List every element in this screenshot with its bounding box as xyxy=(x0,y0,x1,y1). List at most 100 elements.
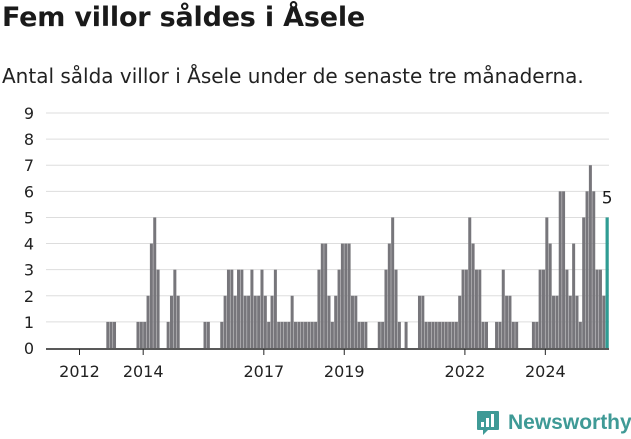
y-tick-label: 9 xyxy=(24,104,34,123)
bar xyxy=(515,321,519,348)
bar xyxy=(545,217,549,348)
bar xyxy=(340,243,344,348)
bar xyxy=(203,321,207,348)
bar xyxy=(565,269,569,348)
bar xyxy=(277,321,281,348)
y-tick-label: 2 xyxy=(24,287,34,306)
bar xyxy=(300,321,304,348)
bar xyxy=(350,295,354,348)
bar xyxy=(387,243,391,348)
bar xyxy=(394,269,398,348)
bar xyxy=(273,269,277,348)
bar xyxy=(535,321,539,348)
bar xyxy=(243,295,247,348)
x-tick-label: 2017 xyxy=(243,362,284,381)
bar xyxy=(230,269,234,348)
bar xyxy=(280,321,284,348)
bar xyxy=(310,321,314,348)
newsworthy-logo-icon xyxy=(477,411,499,435)
bar xyxy=(397,321,401,348)
bar xyxy=(464,269,468,348)
bar xyxy=(481,321,485,348)
bar xyxy=(206,321,210,348)
bar xyxy=(377,321,381,348)
bar xyxy=(146,295,150,348)
bar xyxy=(578,321,582,348)
bar xyxy=(498,321,502,348)
bar xyxy=(270,295,274,348)
bar xyxy=(441,321,445,348)
bar xyxy=(109,321,113,348)
x-tick-label: 2014 xyxy=(123,362,164,381)
bar xyxy=(592,191,596,348)
bar xyxy=(474,269,478,348)
bar xyxy=(156,269,160,348)
y-tick-label: 3 xyxy=(24,261,34,280)
bar xyxy=(568,295,572,348)
bar xyxy=(588,165,592,348)
bar xyxy=(558,191,562,348)
bar xyxy=(253,295,257,348)
bar xyxy=(247,295,251,348)
y-tick-label: 8 xyxy=(24,130,34,149)
bar xyxy=(257,295,261,348)
bar xyxy=(538,269,542,348)
brand-name: Newsworthy xyxy=(508,411,631,434)
bar-chart: 0 1 2 3 4 5 6 7 8 9 5 2012 2014 2017 2019 2022 2024 xyxy=(24,104,613,381)
x-tick-label: 2019 xyxy=(324,362,365,381)
bar xyxy=(421,295,425,348)
bar xyxy=(149,243,153,348)
bar xyxy=(381,321,385,348)
bar xyxy=(468,217,472,348)
bar xyxy=(585,191,589,348)
bar xyxy=(478,269,482,348)
bar xyxy=(602,295,606,348)
bar xyxy=(237,269,241,348)
bar xyxy=(444,321,448,348)
bar xyxy=(233,295,237,348)
bar xyxy=(428,321,432,348)
bar xyxy=(283,321,287,348)
y-tick-label: 7 xyxy=(24,156,34,175)
bar xyxy=(555,295,559,348)
bar xyxy=(364,321,368,348)
bar xyxy=(384,269,388,348)
bar xyxy=(139,321,143,348)
bar xyxy=(495,321,499,348)
bar xyxy=(113,321,117,348)
bar xyxy=(260,269,264,348)
bar xyxy=(485,321,489,348)
bar xyxy=(176,295,180,348)
bar xyxy=(106,321,110,348)
bar xyxy=(404,321,408,348)
x-tick-label: 2024 xyxy=(525,362,566,381)
bar xyxy=(337,269,341,348)
bar xyxy=(267,321,271,348)
y-tick-label: 0 xyxy=(24,339,34,358)
bar xyxy=(220,321,224,348)
bar xyxy=(511,321,515,348)
bar xyxy=(226,269,230,348)
bar xyxy=(451,321,455,348)
bar xyxy=(330,321,334,348)
highlight-value-label: 5 xyxy=(602,188,613,208)
bar xyxy=(250,269,254,348)
bar xyxy=(552,295,556,348)
x-tick-label: 2012 xyxy=(59,362,100,381)
bar xyxy=(454,321,458,348)
bar xyxy=(461,269,465,348)
bar xyxy=(166,321,170,348)
bar xyxy=(169,295,173,348)
bar xyxy=(327,295,331,348)
bar xyxy=(304,321,308,348)
bar xyxy=(143,321,147,348)
bar xyxy=(431,321,435,348)
bar xyxy=(582,217,586,348)
bar xyxy=(501,269,505,348)
bar xyxy=(424,321,428,348)
brand-logo: Newsworthy xyxy=(476,408,631,438)
bar xyxy=(334,295,338,348)
bar xyxy=(434,321,438,348)
chart-subtitle: Antal sålda villor i Åsele under de sena… xyxy=(2,64,584,88)
bar xyxy=(562,191,566,348)
